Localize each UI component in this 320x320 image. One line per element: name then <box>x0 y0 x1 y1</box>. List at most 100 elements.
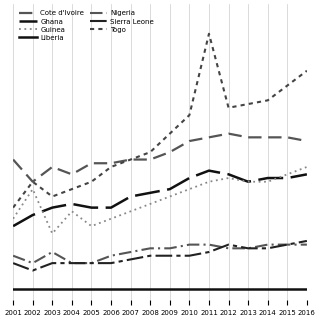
Guinea <box>148 202 152 206</box>
Guinea <box>266 180 270 184</box>
Ghana <box>129 195 132 198</box>
Liberia <box>148 287 152 291</box>
Togo <box>168 132 172 136</box>
Liberia <box>129 287 132 291</box>
Line: Guinea: Guinea <box>13 167 307 234</box>
Togo <box>227 106 230 110</box>
Guinea <box>305 165 309 169</box>
Ghana <box>246 180 250 184</box>
Guinea <box>109 217 113 221</box>
Sierra Leone <box>148 254 152 258</box>
Liberia <box>227 287 230 291</box>
Liberia <box>188 287 191 291</box>
Cote d'Ivoire <box>31 180 35 184</box>
Togo <box>129 158 132 162</box>
Cote d'Ivoire <box>188 139 191 143</box>
Nigeria <box>31 261 35 265</box>
Togo <box>70 187 74 191</box>
Cote d'Ivoire <box>50 165 54 169</box>
Togo <box>148 150 152 154</box>
Liberia <box>207 287 211 291</box>
Sierra Leone <box>129 258 132 261</box>
Nigeria <box>50 250 54 254</box>
Cote d'Ivoire <box>90 161 93 165</box>
Line: Ghana: Ghana <box>13 171 307 226</box>
Sierra Leone <box>305 239 309 243</box>
Liberia <box>246 287 250 291</box>
Ghana <box>50 206 54 210</box>
Cote d'Ivoire <box>246 135 250 139</box>
Cote d'Ivoire <box>285 135 289 139</box>
Sierra Leone <box>90 261 93 265</box>
Togo <box>246 102 250 106</box>
Togo <box>266 99 270 102</box>
Nigeria <box>188 243 191 246</box>
Cote d'Ivoire <box>109 161 113 165</box>
Guinea <box>188 187 191 191</box>
Liberia <box>109 287 113 291</box>
Sierra Leone <box>109 261 113 265</box>
Cote d'Ivoire <box>148 158 152 162</box>
Guinea <box>285 172 289 176</box>
Cote d'Ivoire <box>129 158 132 162</box>
Line: Nigeria: Nigeria <box>13 244 307 263</box>
Liberia <box>266 287 270 291</box>
Ghana <box>90 206 93 210</box>
Ghana <box>70 202 74 206</box>
Ghana <box>188 176 191 180</box>
Sierra Leone <box>11 261 15 265</box>
Liberia <box>50 287 54 291</box>
Ghana <box>168 187 172 191</box>
Legend: Cote d'Ivoire, Ghana, Guinea, Liberia, Nigeria, Sierra Leone, Togo: Cote d'Ivoire, Ghana, Guinea, Liberia, N… <box>17 8 157 44</box>
Ghana <box>11 224 15 228</box>
Togo <box>109 165 113 169</box>
Nigeria <box>285 243 289 246</box>
Cote d'Ivoire <box>70 172 74 176</box>
Nigeria <box>168 246 172 250</box>
Cote d'Ivoire <box>266 135 270 139</box>
Togo <box>11 206 15 210</box>
Nigeria <box>207 243 211 246</box>
Cote d'Ivoire <box>168 150 172 154</box>
Line: Cote d'Ivoire: Cote d'Ivoire <box>13 134 307 182</box>
Togo <box>188 113 191 117</box>
Cote d'Ivoire <box>11 158 15 162</box>
Line: Sierra Leone: Sierra Leone <box>13 241 307 270</box>
Ghana <box>227 172 230 176</box>
Liberia <box>31 287 35 291</box>
Togo <box>305 69 309 73</box>
Nigeria <box>246 246 250 250</box>
Nigeria <box>227 246 230 250</box>
Sierra Leone <box>50 261 54 265</box>
Sierra Leone <box>266 246 270 250</box>
Sierra Leone <box>285 243 289 246</box>
Nigeria <box>90 261 93 265</box>
Liberia <box>90 287 93 291</box>
Nigeria <box>70 261 74 265</box>
Ghana <box>285 176 289 180</box>
Ghana <box>266 176 270 180</box>
Ghana <box>148 191 152 195</box>
Togo <box>285 84 289 87</box>
Sierra Leone <box>31 268 35 272</box>
Guinea <box>50 232 54 236</box>
Togo <box>31 180 35 184</box>
Guinea <box>227 176 230 180</box>
Nigeria <box>109 254 113 258</box>
Cote d'Ivoire <box>227 132 230 136</box>
Line: Togo: Togo <box>13 34 307 208</box>
Cote d'Ivoire <box>305 139 309 143</box>
Liberia <box>11 287 15 291</box>
Nigeria <box>129 250 132 254</box>
Ghana <box>31 213 35 217</box>
Guinea <box>168 195 172 198</box>
Sierra Leone <box>168 254 172 258</box>
Liberia <box>285 287 289 291</box>
Sierra Leone <box>70 261 74 265</box>
Togo <box>50 195 54 198</box>
Guinea <box>207 180 211 184</box>
Guinea <box>70 209 74 213</box>
Sierra Leone <box>227 243 230 246</box>
Cote d'Ivoire <box>207 135 211 139</box>
Liberia <box>168 287 172 291</box>
